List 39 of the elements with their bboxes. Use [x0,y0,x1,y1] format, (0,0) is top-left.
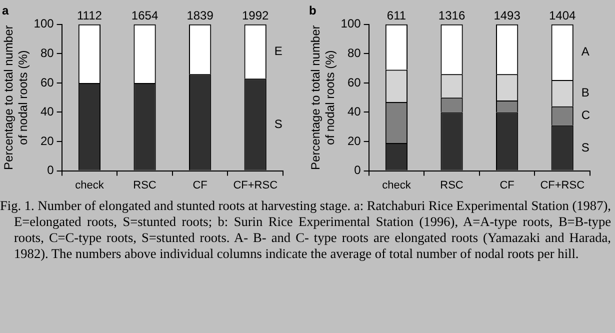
y-axis-title: Percentage to total number of nodal roots (%) [308,25,337,170]
chart-title: b [309,4,316,18]
x-tick-label: check [382,179,412,192]
y-tick-label: 100 [34,16,54,31]
series-label: S [581,140,590,154]
x-tick-label: CF+RSC [233,179,278,192]
annotation: 1654 [131,8,158,23]
series-label: A [581,44,590,59]
x-tick-label: RSC [133,179,156,192]
y-axis-title: Percentage to total number of nodal roots (%) [2,25,30,170]
y-tick-label: 80 [40,46,54,60]
x-tick-label: check [75,179,104,192]
x-tick-label: CF+RSC [540,179,585,192]
x-tick-label: RSC [440,179,464,192]
x-tick-label: CF [192,179,208,192]
annotation: 1404 [549,8,576,23]
y-tick-label: 60 [347,75,362,90]
y-tick-label: 40 [347,104,362,119]
annotation: 611 [386,8,406,23]
annotation: 1992 [242,8,270,23]
y-tick-label: 0 [47,163,54,178]
y-tick-label: 20 [40,134,54,148]
annotation: 1839 [186,8,214,23]
y-tick-label: 100 [340,16,362,31]
x-tick-label: CF [500,179,515,192]
chart-title: a [2,4,9,18]
annotation: 1493 [494,8,521,23]
annotation: 1316 [438,8,466,23]
y-tick-label: 80 [347,46,362,60]
series-label: E [274,44,282,58]
y-tick-label: 40 [40,104,54,119]
y-tick-label: 60 [40,75,54,90]
caption: Fig. 1. Number of elongated and stunted roots at harvesting stage. a: Ratchaburi Rice Experimental Station (1987), E=elongated roots, S=stunted roots; b: Surin Rice Experimental Station (1996), A=A-type roots, B=B-type roots, C=C-type roots, S=stunted roots. A- B- and C- type roots are elongated roots (Yamazaki and Harada, 1982). The numbers above individual columns indicate the average of total number of nodal roots per hill. [0,198,611,262]
y-tick-label: 20 [347,134,362,148]
series-label: B [581,86,590,100]
y-tick-label: 0 [354,163,362,178]
annotation: 1112 [77,8,102,23]
series-label: S [274,116,282,131]
series-label: C [581,108,590,122]
